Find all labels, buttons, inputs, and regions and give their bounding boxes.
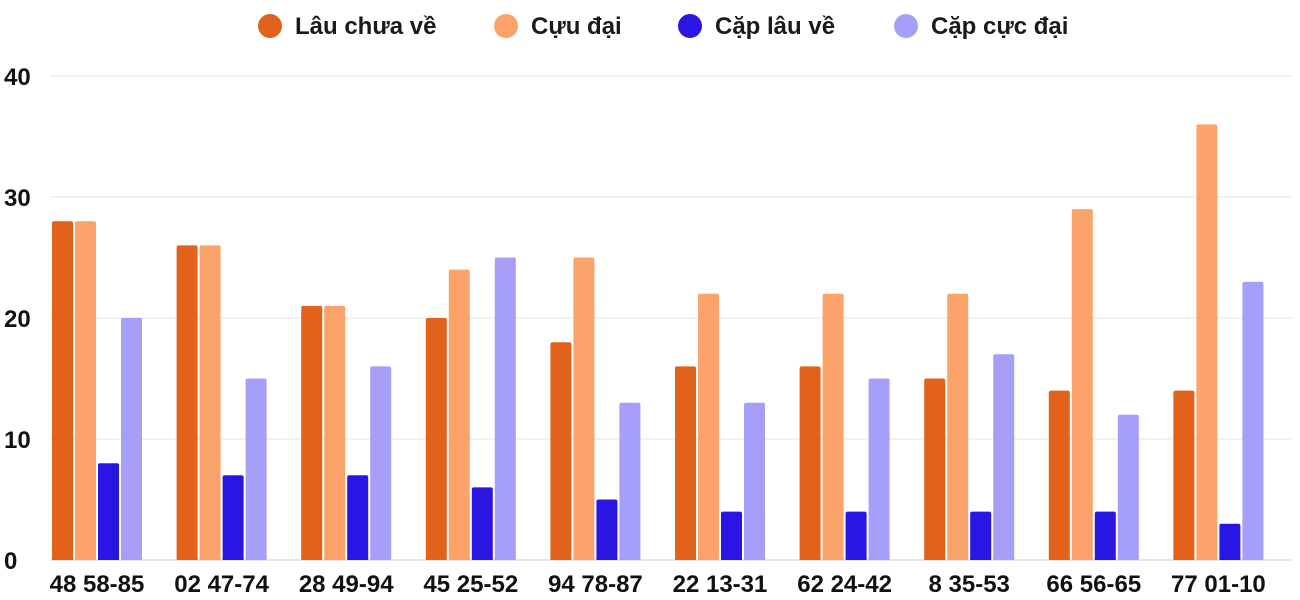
bar-4-4 — [494, 257, 516, 560]
bar-4-1 — [121, 318, 142, 560]
legend-marker-lau-chua-ve — [258, 14, 282, 38]
bar-4-7 — [868, 378, 890, 560]
x-category-label: 45 25-52 — [423, 571, 518, 598]
x-category-label: 8 35-53 — [928, 571, 1009, 598]
y-tick-label: 30 — [4, 185, 31, 212]
bar-1-1 — [52, 221, 73, 560]
bar-3-7 — [845, 511, 867, 560]
bar-2-7 — [822, 293, 844, 560]
bar-4-6 — [744, 402, 765, 560]
legend-marker-cap-cuc-dai — [894, 14, 918, 38]
x-category-label: 28 49-94 — [299, 571, 394, 598]
x-category-label: 62 24-42 — [797, 571, 892, 598]
y-tick-label: 40 — [4, 64, 31, 91]
bar-3-1 — [98, 463, 119, 560]
bar-4-2 — [245, 378, 267, 560]
bar-1-8 — [924, 378, 946, 560]
bar-1-3 — [301, 305, 323, 560]
x-category-label: 77 01-10 — [1171, 571, 1266, 598]
x-category-label: 66 56-65 — [1046, 571, 1141, 598]
bar-1-10 — [1173, 390, 1195, 560]
bar-2-9 — [1071, 209, 1093, 560]
bar-1-5 — [550, 342, 572, 560]
bar-3-6 — [721, 511, 742, 560]
bar-2-10 — [1196, 124, 1218, 561]
x-category-label: 22 13-31 — [673, 571, 768, 598]
bar-2-3 — [324, 305, 346, 560]
bar-3-8 — [970, 511, 992, 560]
legend-marker-cap-lau-ve — [678, 14, 702, 38]
legend-label-cuu-dai: Cựu đại — [531, 13, 622, 40]
legend-label-cap-lau-ve: Cặp lâu về — [715, 13, 835, 40]
bar-2-5 — [573, 257, 595, 560]
bar-2-8 — [947, 293, 969, 560]
bar-3-5 — [596, 499, 618, 560]
bar-2-2 — [199, 245, 221, 560]
legend-label-lau-chua-ve: Lâu chưa về — [295, 13, 436, 40]
bar-1-2 — [176, 245, 198, 560]
x-category-label: 48 58-85 — [50, 571, 145, 598]
bar-4-3 — [370, 366, 392, 560]
bar-4-5 — [619, 402, 641, 560]
bar-3-2 — [222, 475, 244, 560]
y-tick-label: 0 — [4, 548, 17, 575]
bar-2-4 — [448, 269, 470, 560]
y-tick-label: 10 — [4, 427, 31, 454]
bar-1-6 — [675, 366, 696, 560]
x-axis-labels: 48 58-85 02 47-74 28 49-94 45 25-52 94 78-87… — [50, 571, 1266, 598]
bar-2-6 — [698, 293, 719, 560]
bar-2-1 — [75, 221, 96, 560]
bar-3-3 — [347, 475, 369, 560]
bar-1-9 — [1048, 390, 1070, 560]
x-category-label: 02 47-74 — [174, 571, 269, 598]
legend-label-cap-cuc-dai: Cặp cực đại — [931, 13, 1068, 40]
legend-marker-cuu-dai — [494, 14, 518, 38]
bar-3-9 — [1094, 511, 1116, 560]
legend: Lâu chưa về Cựu đại Cặp lâu về Cặp cực đ… — [258, 13, 1068, 40]
bar-4-9 — [1117, 414, 1139, 560]
y-tick-label: 20 — [4, 306, 31, 333]
bar-3-4 — [471, 487, 493, 560]
y-axis-ticks: 0 10 20 30 40 — [4, 64, 31, 575]
bar-4-8 — [993, 354, 1015, 560]
bar-1-7 — [799, 366, 821, 560]
bars — [52, 124, 1264, 561]
x-category-label: 94 78-87 — [548, 571, 643, 598]
bar-3-10 — [1219, 523, 1241, 560]
bar-4-10 — [1242, 281, 1264, 560]
bar-1-4 — [425, 318, 447, 560]
